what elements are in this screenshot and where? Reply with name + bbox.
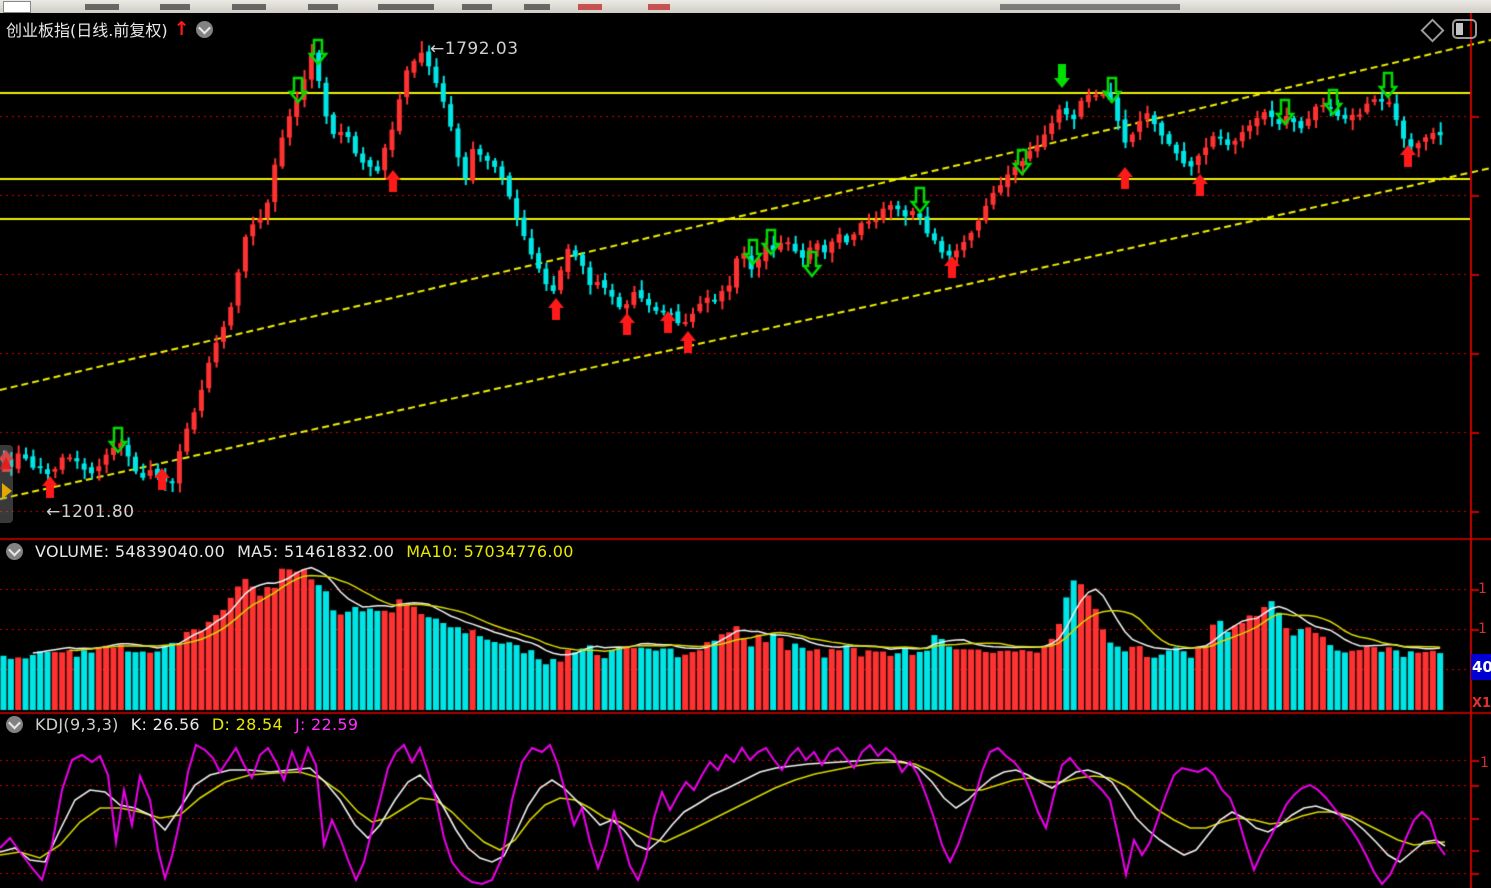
left-marker-strip[interactable] xyxy=(0,445,13,523)
kdj-label: KDJ(9,3,3) xyxy=(35,715,119,734)
kdj-d-value: D: 28.54 xyxy=(211,715,283,734)
kdj-j-value: J: 22.59 xyxy=(294,715,359,734)
chart-canvas[interactable] xyxy=(0,13,1491,888)
instrument-title: 创业板指(日线.前复权) xyxy=(6,21,168,40)
volume-scale-label: X1 xyxy=(1472,696,1491,711)
volume-label-value: VOLUME: 54839040.00 xyxy=(35,542,226,561)
top-menubar[interactable] xyxy=(0,0,1491,14)
menu-fragment[interactable] xyxy=(160,4,190,10)
volume-ma5: MA5: 51461832.00 xyxy=(237,542,395,561)
chart-title-row: 创业板指(日线.前复权) ↑ xyxy=(6,17,213,41)
low-price-callout: ←1201.80 xyxy=(46,502,135,522)
layout-panel-icon[interactable] xyxy=(1452,19,1477,39)
volume-header: VOLUME: 54839040.00 MA5: 51461832.00 MA1… xyxy=(6,542,574,561)
menu-fragment[interactable] xyxy=(85,4,119,10)
toolbar-input-box[interactable] xyxy=(3,1,31,13)
menu-fragment[interactable] xyxy=(308,4,338,10)
volume-axis-tick-label: 1 xyxy=(1478,581,1487,597)
kdj-k-value: K: 26.56 xyxy=(130,715,200,734)
menu-fragment[interactable] xyxy=(232,4,266,10)
kdj-collapse-chevron-icon[interactable] xyxy=(6,716,23,733)
menu-fragment-red[interactable] xyxy=(648,4,670,10)
menu-fragment xyxy=(1000,4,1180,10)
collapse-chevron-icon[interactable] xyxy=(195,20,213,38)
volume-current-value-badge: 40 xyxy=(1471,654,1491,680)
volume-axis-tick-label: 1 xyxy=(1478,621,1487,637)
menu-fragment-red[interactable] xyxy=(578,4,602,10)
yellow-play-marker-icon xyxy=(2,483,12,499)
menu-fragment[interactable] xyxy=(378,4,434,10)
kdj-header: KDJ(9,3,3) K: 26.56 D: 28.54 J: 22.59 xyxy=(6,715,358,734)
volume-ma10: MA10: 57034776.00 xyxy=(406,542,574,561)
up-arrow-icon: ↑ xyxy=(173,17,190,40)
menu-fragment[interactable] xyxy=(524,4,550,10)
red-marker-icon xyxy=(0,457,12,469)
high-price-callout: ←1792.03 xyxy=(430,39,519,59)
menu-fragment[interactable] xyxy=(462,4,492,10)
kdj-axis-tick-label: 1 xyxy=(1480,755,1489,771)
volume-collapse-chevron-icon[interactable] xyxy=(6,543,23,560)
